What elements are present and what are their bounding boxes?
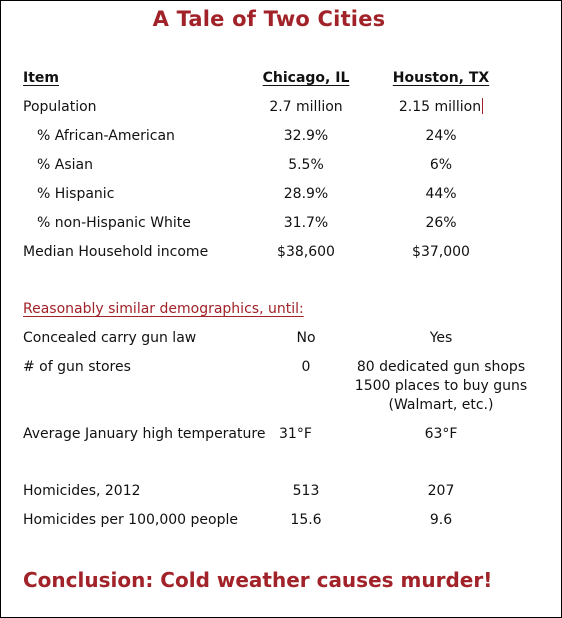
conclusion-text: Conclusion: Cold weather causes murder! — [23, 568, 493, 592]
slide-title: A Tale of Two Cities — [152, 7, 386, 31]
houston-population-cell: 2.15 million — [361, 98, 521, 117]
chicago-hispanic: 28.9% — [283, 186, 329, 202]
houston-hispanic: 44% — [425, 186, 457, 202]
houston-temperature: 63°F — [424, 426, 458, 442]
row-label-non-hispanic-white: % non-Hispanic White — [37, 215, 191, 231]
chicago-temperature: 31°F — [279, 426, 312, 442]
houston-gun-stores-line: (Walmart, etc.) — [388, 397, 494, 413]
chicago-homicide-rate: 15.6 — [290, 512, 322, 528]
chicago-median-income: $38,600 — [277, 244, 335, 260]
chicago-concealed-carry: No — [296, 330, 316, 346]
houston-homicide-rate: 9.6 — [429, 512, 453, 528]
chicago-asian: 5.5% — [288, 157, 324, 173]
houston-concealed-carry: Yes — [429, 330, 453, 346]
houston-gun-stores-line: 80 dedicated gun shops — [356, 359, 526, 375]
row-label-homicide-rate: Homicides per 100,000 people — [23, 512, 238, 528]
row-label-concealed-carry: Concealed carry gun law — [23, 330, 197, 346]
chicago-african-american: 32.9% — [283, 128, 329, 144]
row-label-asian: % Asian — [37, 157, 93, 173]
row-label-population: Population — [23, 99, 97, 115]
houston-non-hispanic-white: 26% — [425, 215, 457, 231]
houston-asian: 6% — [429, 157, 453, 173]
row-label-african-american: % African-American — [37, 128, 175, 144]
houston-homicides: 207 — [427, 483, 455, 499]
houston-gun-stores: 80 dedicated gun shops 1500 places to bu… — [346, 358, 536, 415]
header-chicago: Chicago, IL — [262, 70, 350, 86]
row-label-median-income: Median Household income — [23, 244, 209, 260]
houston-african-american: 24% — [425, 128, 457, 144]
chicago-gun-stores: 0 — [301, 359, 311, 375]
houston-population: 2.15 million — [398, 99, 482, 115]
section-heading: Reasonably similar demographics, until: — [23, 301, 304, 317]
houston-gun-stores-line: 1500 places to buy guns — [354, 378, 528, 394]
row-label-homicides: Homicides, 2012 — [23, 483, 141, 499]
chicago-non-hispanic-white: 31.7% — [283, 215, 329, 231]
houston-median-income: $37,000 — [412, 244, 470, 260]
header-houston: Houston, TX — [392, 70, 490, 86]
chicago-population: 2.7 million — [269, 99, 343, 115]
row-label-hispanic: % Hispanic — [37, 186, 115, 202]
chicago-homicides: 513 — [292, 483, 320, 499]
row-label-gun-stores: # of gun stores — [23, 359, 131, 375]
text-cursor — [482, 98, 484, 114]
header-item: Item — [23, 70, 59, 86]
row-label-temperature: Average January high temperature — [23, 426, 266, 442]
